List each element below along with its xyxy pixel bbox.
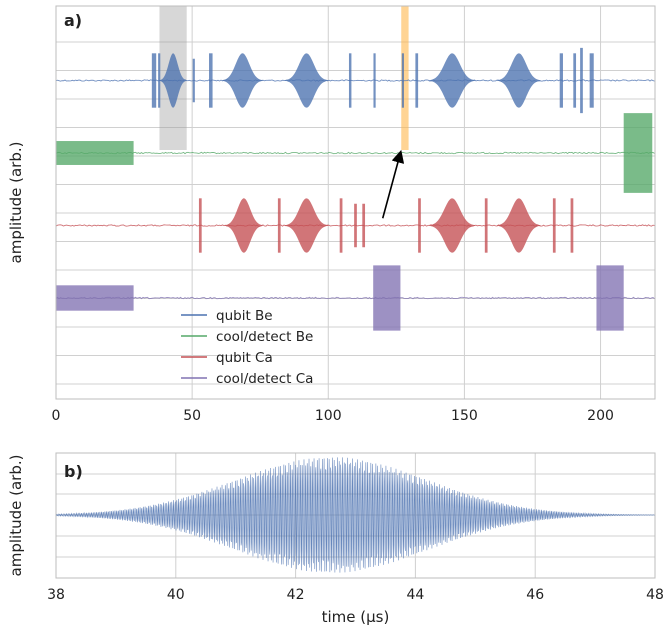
pulse-rect [373,53,376,108]
panel-a-y-axis-label: amplitude (arb.) [7,142,25,264]
pulse-rect [198,198,202,253]
pulse-rect [56,141,134,165]
x-tick-label: 48 [646,587,664,603]
pulse-rect [56,285,134,311]
series-baseline [55,79,655,82]
highlight-span-orange [401,6,409,150]
pulse-rect [348,53,352,108]
legend-entry: cool/detect Be [216,329,313,345]
pulse-rect [623,113,653,193]
x-tick-label: 46 [526,587,544,603]
panel-a-traces [55,47,655,331]
x-tick-label: 50 [183,408,201,424]
x-tick-label: 40 [167,587,185,603]
pulse-rect [484,198,488,253]
panel-b-x-ticks: 38 40 42 44 46 48 [47,587,664,603]
pulse-rect [373,265,401,331]
panel-b-y-axis-label: amplitude (arb.) [7,455,25,577]
pulse-gaussian [497,198,541,253]
x-tick-label: 44 [406,587,424,603]
pulse-rect [362,203,366,248]
series-cool-detect-be [55,113,655,193]
panel-a-grid [55,6,655,399]
panel-a-x-ticks: 0 50 100 150 200 [52,408,614,424]
x-tick-label: 150 [451,408,478,424]
pulse-rect [209,53,213,108]
pulse-rect [552,198,556,253]
pulse-rect [573,53,577,108]
series-cool-detect-ca [55,265,655,331]
x-tick-label: 0 [52,408,61,424]
pulse-rect [589,53,594,108]
series-qubit-be [55,47,655,114]
legend-entry: qubit Be [216,308,273,324]
panel-a: 0 50 100 150 200 a) amplitude (arb.) qubit B… [7,5,656,424]
annotation-arrow [381,149,405,219]
x-tick-label: 100 [315,408,342,424]
panel-b: 38 40 42 44 46 48 b) amplitude (arb.) time (μ… [7,452,664,626]
pulse-gaussian [222,53,263,108]
x-tick-label: 38 [47,587,65,603]
pulse-gaussian [284,53,329,108]
pulse-rect [559,53,563,108]
pulse-rect [277,198,281,253]
series-qubit-ca [55,198,655,253]
pulse-gaussian [429,198,476,253]
x-tick-label: 42 [287,587,305,603]
series-baseline [55,151,655,155]
pulse-gaussian [284,198,329,253]
panel-b-frame [55,452,656,579]
pulse-rect [158,53,161,108]
pulse-gaussian [224,198,263,253]
pulse-rect [401,53,404,108]
legend-entry: qubit Ca [216,350,273,366]
pulse-gaussian [429,53,476,108]
legend: qubit Be cool/detect Be qubit Ca cool/detec… [181,308,313,387]
pulse-rect [192,58,195,103]
pulse-rect [151,53,157,108]
pulse-rect [339,198,343,253]
pulse-gaussian [497,53,541,108]
pulse-rect [596,265,624,331]
pulse-rect [354,203,357,248]
series-qubit-be-zoom [55,457,655,573]
pulse-rect [570,198,574,253]
panel-a-label: a) [64,11,82,30]
panel-a-frame [55,5,656,400]
pulse-rect [418,198,421,253]
pulse-rect [415,53,419,108]
pulse-rect [580,47,583,114]
x-tick-label: 200 [587,408,614,424]
panel-b-label: b) [64,462,83,481]
legend-entry: cool/detect Ca [216,371,313,387]
series-baseline [55,296,655,300]
panel-b-x-axis-label: time (μs) [322,608,390,626]
pulse-gaussian [159,53,187,108]
